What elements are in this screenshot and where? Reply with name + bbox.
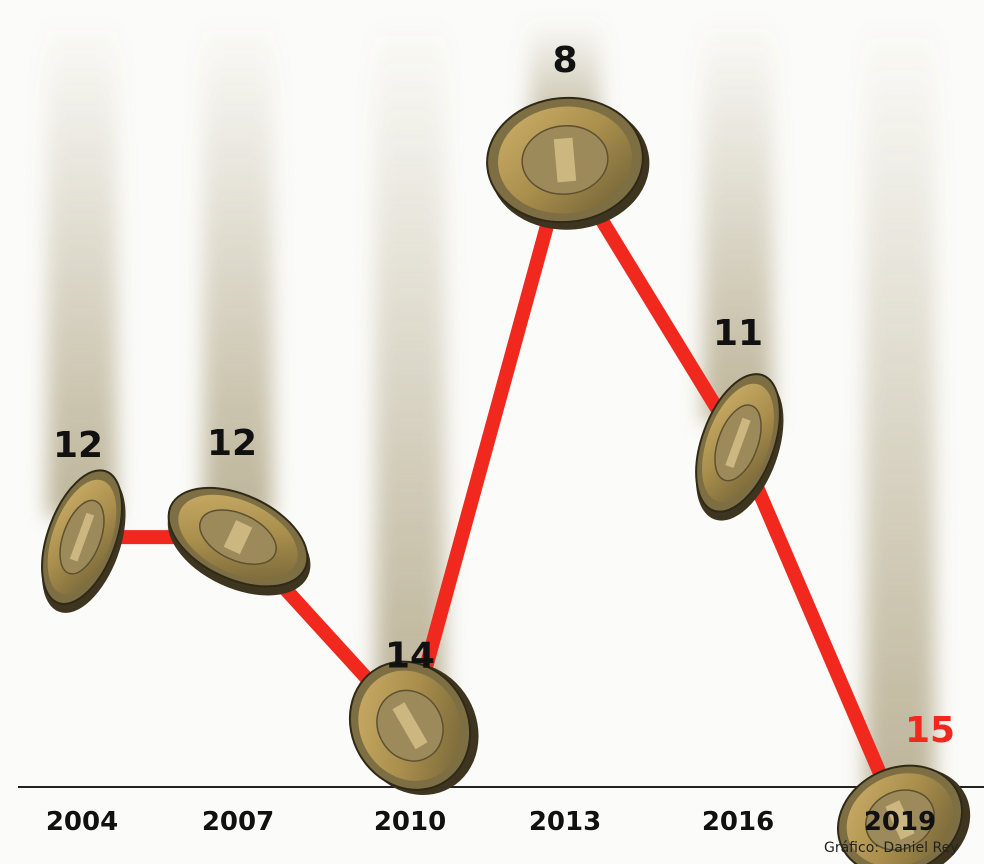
- coin-markers: [41, 96, 971, 864]
- motion-trail: [703, 20, 773, 423]
- data-label: 12: [207, 423, 257, 464]
- data-label: 12: [53, 425, 103, 466]
- x-tick-label: 2004: [46, 807, 118, 837]
- data-label: 11: [713, 313, 763, 354]
- series-segment: [731, 435, 907, 827]
- motion-trail: [203, 20, 273, 518]
- coin-icon: [695, 373, 784, 521]
- coin-icon: [41, 469, 126, 613]
- motion-trails: [47, 20, 935, 800]
- x-tick-label: 2016: [702, 807, 774, 837]
- motion-trail: [865, 20, 935, 800]
- data-label: 15: [905, 710, 955, 751]
- coin-icon: [348, 660, 479, 796]
- coin-icon: [486, 96, 650, 230]
- x-tick-label: 2013: [529, 807, 601, 837]
- x-tick-labels: 2004 2007 2010 2013 2016 2019: [46, 807, 936, 837]
- coin-icon: [167, 486, 311, 596]
- motion-trail: [47, 20, 117, 518]
- series-segment: [403, 153, 572, 733]
- data-label: 14: [385, 636, 435, 677]
- x-tick-label: 2007: [202, 807, 274, 837]
- coin-icon: [836, 764, 971, 864]
- chart-credit: Gráfico: Daniel Rey: [824, 840, 959, 856]
- x-tick-label: 2019: [864, 807, 936, 837]
- x-tick-label: 2010: [374, 807, 446, 837]
- data-label: 8: [552, 40, 577, 81]
- motion-trail: [375, 20, 445, 706]
- data-labels: 12 12 14 8 11 15: [53, 40, 955, 751]
